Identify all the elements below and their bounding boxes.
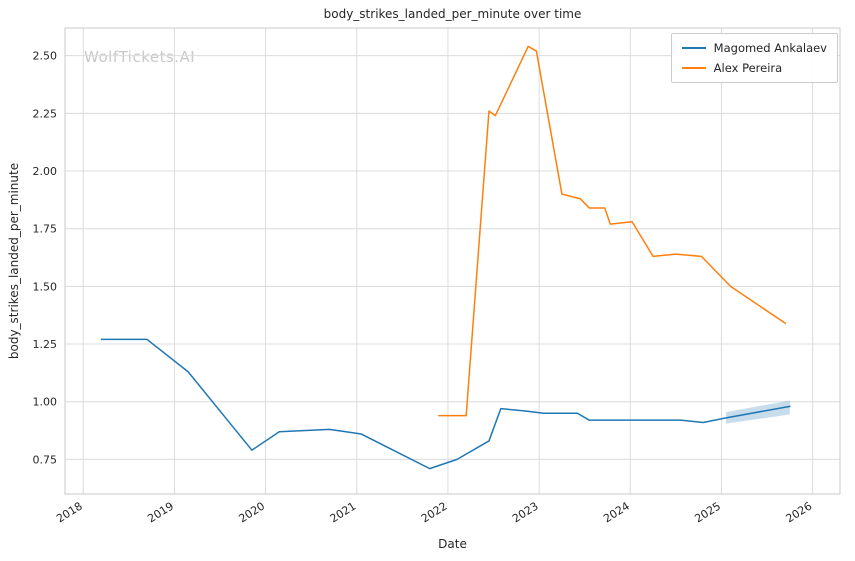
x-tick-label: 2021 <box>328 500 359 526</box>
legend-entry-pereira: Alex Pereira <box>681 61 827 75</box>
series-line-1 <box>438 45 787 417</box>
legend-line-swatch-pereira <box>681 67 706 69</box>
x-axis-label: Date <box>438 537 467 551</box>
x-tick-label: 2020 <box>237 500 268 526</box>
legend-label-pereira: Alex Pereira <box>713 61 783 75</box>
y-tick-label: 2.00 <box>33 165 58 178</box>
x-tick-label: 2025 <box>692 500 723 526</box>
x-tick-label: 2018 <box>54 500 85 526</box>
y-tick-label: 1.75 <box>33 223 58 236</box>
y-tick-label: 2.25 <box>33 107 58 120</box>
series-line-0 <box>100 338 791 470</box>
legend-line-swatch-ankalaev <box>681 47 706 49</box>
x-tick-label: 2024 <box>601 500 632 526</box>
plot-frame <box>64 27 841 495</box>
y-tick-label: 1.00 <box>33 396 58 409</box>
legend-label-ankalaev: Magomed Ankalaev <box>713 41 827 55</box>
chart-title: body_strikes_landed_per_minute over time <box>323 7 582 21</box>
x-tick-label: 2022 <box>419 500 450 526</box>
x-tick-label: 2026 <box>784 500 815 526</box>
y-tick-label: 1.25 <box>33 338 58 351</box>
legend: Magomed Ankalaev Alex Pereira <box>670 33 838 83</box>
x-tick-label: 2023 <box>510 500 541 526</box>
watermark: WolfTickets.AI <box>84 48 196 66</box>
y-tick-label: 0.75 <box>33 453 58 466</box>
legend-entry-ankalaev: Magomed Ankalaev <box>681 41 827 55</box>
y-tick-label: 1.50 <box>33 280 58 293</box>
x-tick-label: 2019 <box>145 500 176 526</box>
y-tick-label: 2.50 <box>33 50 58 63</box>
y-axis-label: body_strikes_landed_per_minute <box>7 162 21 360</box>
